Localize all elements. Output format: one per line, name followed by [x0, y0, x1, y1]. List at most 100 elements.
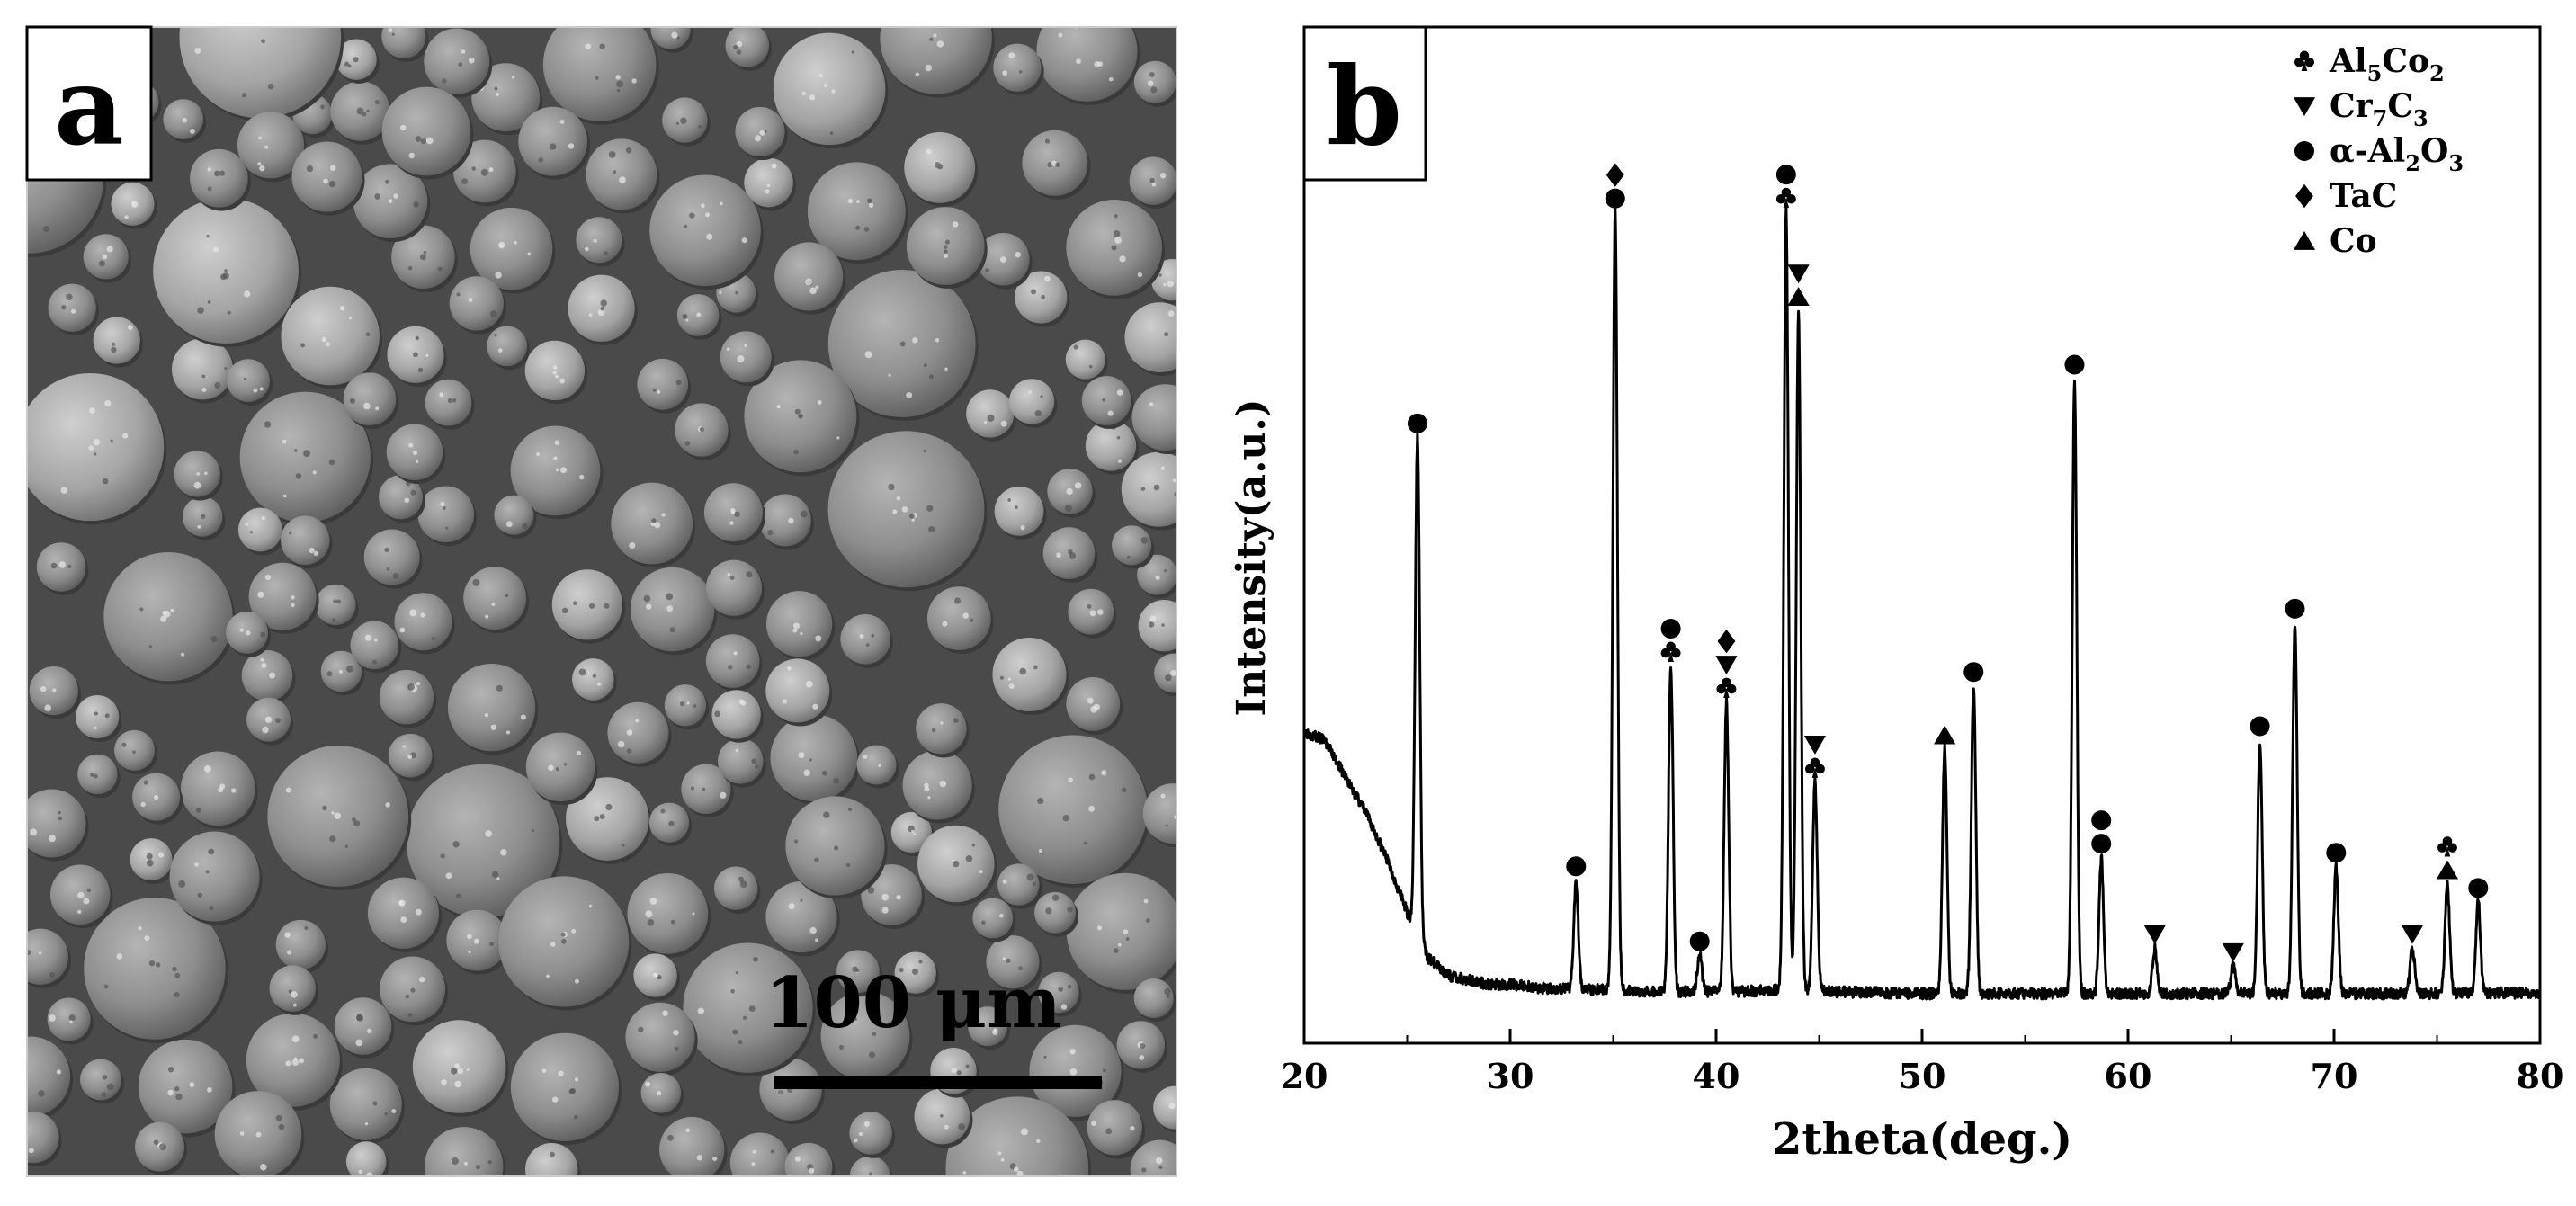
particle-speck	[585, 43, 591, 49]
particle-speck	[805, 278, 813, 286]
particle-speck	[471, 166, 477, 171]
particle-speck	[1160, 793, 1166, 799]
particle-speck	[1066, 487, 1073, 496]
particle-speck	[560, 938, 567, 944]
particle-speck	[1140, 537, 1149, 544]
powder-particle	[765, 591, 833, 657]
particle-speck	[757, 1184, 763, 1189]
powder-particle	[1137, 554, 1176, 595]
powder-particle	[705, 634, 760, 688]
particle-speck	[817, 399, 822, 405]
particle-speck	[751, 758, 757, 764]
particle-speck	[1087, 604, 1092, 609]
particle-speck	[863, 1182, 868, 1187]
particle-speck	[1145, 918, 1150, 923]
powder-particle	[417, 486, 475, 543]
particle-speck	[391, 1109, 397, 1113]
particle-speck	[94, 711, 98, 716]
particle-speck	[866, 198, 872, 204]
particle-speck	[617, 740, 625, 748]
particle-speck	[869, 1172, 872, 1175]
particle-speck	[419, 976, 425, 983]
particle-speck	[626, 729, 633, 736]
particle-speck	[467, 934, 472, 940]
particle-speck	[1158, 273, 1162, 277]
particle-speck	[207, 1086, 212, 1093]
particle-speck	[1126, 555, 1131, 559]
powder-particle	[1066, 872, 1176, 990]
particle-speck	[733, 45, 738, 50]
particle-speck	[1149, 402, 1154, 406]
particle-speck	[596, 682, 602, 686]
powder-particle	[807, 162, 906, 261]
particle-speck	[420, 612, 425, 618]
particle-speck	[291, 603, 295, 608]
particle-speck	[868, 1051, 876, 1059]
particle-speck	[985, 268, 990, 273]
particle-speck	[814, 857, 819, 862]
powder-particle	[773, 32, 886, 146]
particle-speck	[1064, 504, 1072, 512]
powder-particle	[1038, 971, 1079, 1014]
powder-particle	[93, 317, 140, 364]
particle-speck	[981, 920, 986, 925]
powder-particle	[494, 495, 534, 535]
particle-speck	[292, 1003, 297, 1007]
powder-particle	[1131, 384, 1176, 451]
particle-speck	[798, 752, 805, 759]
particle-speck	[560, 932, 566, 937]
particle-speck	[260, 631, 266, 638]
particle-speck	[899, 967, 904, 973]
powder-particle	[1009, 379, 1055, 424]
particle-speck	[157, 852, 165, 858]
particle-speck	[407, 754, 413, 759]
particle-speck	[555, 374, 559, 379]
particle-speck	[953, 718, 959, 723]
particle-speck	[670, 919, 675, 925]
powder-particle	[27, 1036, 71, 1117]
particle-speck	[730, 988, 735, 994]
particle-speck	[264, 716, 273, 723]
particle-speck	[139, 607, 144, 612]
particle-speck	[312, 470, 317, 475]
particle-speck	[326, 342, 330, 347]
triangle-down-marker	[1787, 264, 1810, 284]
particle-speck	[122, 433, 129, 439]
particle-speck	[412, 451, 417, 456]
powder-particle	[425, 379, 472, 426]
particle-speck	[1123, 929, 1129, 935]
particle-speck	[222, 272, 229, 280]
powder-particle	[1154, 653, 1176, 693]
particle-speck	[1090, 705, 1098, 713]
particle-speck	[1074, 482, 1082, 489]
particle-speck	[461, 178, 469, 185]
powder-particle	[880, 27, 992, 94]
particle-speck	[289, 532, 292, 535]
particle-speck	[754, 135, 762, 142]
powder-particle	[759, 494, 811, 547]
particle-speck	[313, 550, 318, 556]
particle-speck	[738, 1040, 743, 1045]
particle-speck	[244, 290, 251, 298]
particle-speck	[736, 40, 743, 48]
particle-speck	[224, 269, 228, 272]
particle-speck	[669, 627, 675, 633]
particle-speck	[654, 522, 661, 529]
particle-speck	[102, 254, 108, 260]
particle-speck	[999, 675, 1004, 680]
powder-particle	[237, 507, 282, 552]
particle-speck	[306, 165, 314, 173]
particle-speck	[538, 157, 544, 163]
panel-b-label: b	[1327, 43, 1402, 170]
powder-particle	[725, 27, 770, 67]
particle-speck	[599, 43, 605, 49]
particle-speck	[978, 1202, 980, 1205]
y-axis-label: Intensity(a.u.)	[1229, 398, 1275, 716]
powder-particle	[315, 584, 356, 626]
particle-speck	[1153, 484, 1160, 491]
particle-speck	[231, 788, 237, 793]
particle-speck	[1158, 1165, 1163, 1170]
particle-speck	[495, 272, 502, 279]
particle-speck	[440, 853, 445, 859]
particle-speck	[487, 1159, 493, 1165]
